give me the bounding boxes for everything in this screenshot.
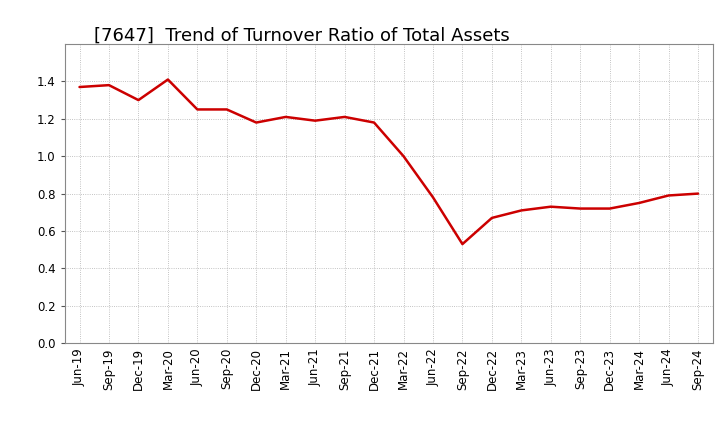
Text: [7647]  Trend of Turnover Ratio of Total Assets: [7647] Trend of Turnover Ratio of Total … (94, 26, 509, 44)
